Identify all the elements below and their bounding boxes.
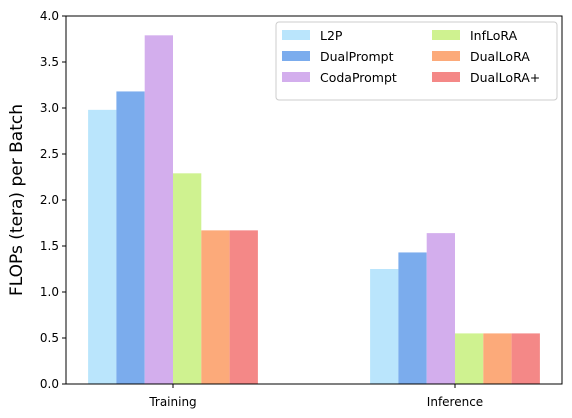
legend-label-duallora-: DualLoRA+ [470,70,540,85]
legend-frame [275,21,558,101]
x-tick-label-training: Training [148,395,196,409]
bar-inflora-training [173,173,202,384]
bar-inflora-inference [455,333,484,384]
legend-label-l2p: L2P [320,28,343,43]
y-tick-label: 0.0 [40,377,59,391]
y-axis-title: FLOPs (tera) per Batch [7,104,27,296]
y-tick-label: 1.0 [40,285,59,299]
y-tick-label: 0.5 [40,331,59,345]
legend-swatch-duallora [432,51,460,61]
y-tick-label: 2.0 [40,193,59,207]
bar-duallora-inference [483,333,512,384]
y-tick-label: 3.0 [40,101,59,115]
legend: L2P DualPrompt CodaPrompt InfLoRA DualLoRA Du… [275,21,558,101]
y-tick-label: 3.5 [40,55,59,69]
legend-swatch-duallora- [432,72,460,82]
bar-dualprompt-inference [398,252,427,384]
y-tick-label: 4.0 [40,9,59,23]
legend-swatch-inflora [432,30,460,40]
y-axis: 0.0 0.5 1.0 1.5 2.0 2.5 3.0 3.5 4.0 [40,9,66,391]
y-tick-label: 1.5 [40,239,59,253]
legend-label-duallora: DualLoRA [470,49,530,64]
bars-group [88,35,540,384]
legend-label-dualprompt: DualPrompt [320,49,394,64]
legend-label-codaprompt: CodaPrompt [320,70,397,85]
x-tick-label-inference: Inference [427,395,483,409]
x-axis: Training Inference [148,384,483,409]
bar-l2p-training [88,109,117,384]
legend-swatch-codaprompt [282,72,310,82]
bar-codaprompt-training [144,35,173,384]
bar-dualprompt-training [116,91,145,384]
bar-l2p-inference [370,269,399,384]
bar-duallora--inference [511,333,540,384]
y-tick-label: 2.5 [40,147,59,161]
legend-swatch-l2p [282,30,310,40]
legend-swatch-dualprompt [282,51,310,61]
bar-duallora--training [229,230,258,384]
bar-codaprompt-inference [426,233,455,384]
bar-duallora-training [201,230,230,384]
legend-label-inflora: InfLoRA [470,28,518,43]
